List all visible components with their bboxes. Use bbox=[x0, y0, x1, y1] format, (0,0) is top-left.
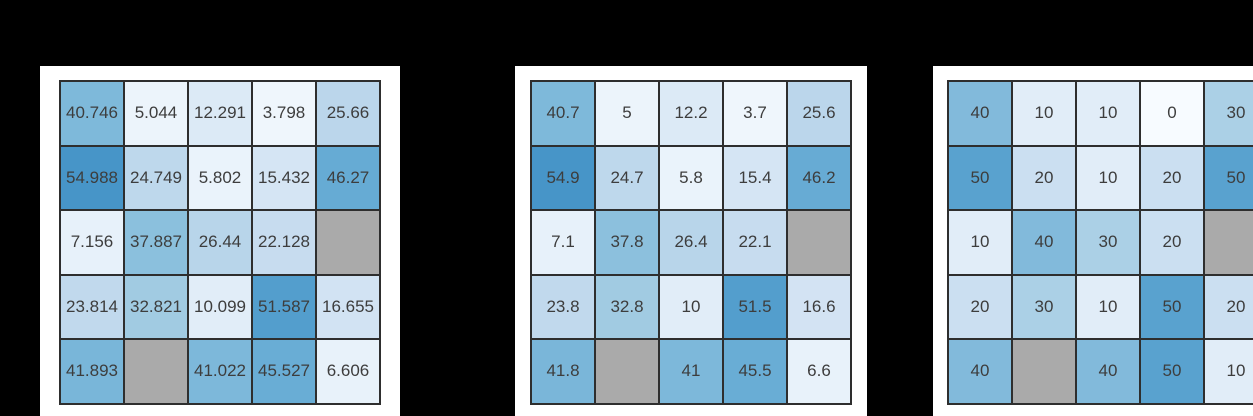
heatmap-cell: 23.8 bbox=[531, 274, 595, 339]
heatmap-cell: 7.1 bbox=[531, 210, 595, 275]
heatmap-cell: 25.66 bbox=[316, 81, 380, 146]
heatmap-cell: 10 bbox=[1076, 145, 1140, 210]
heatmap-cell: 51.5 bbox=[723, 274, 787, 339]
heatmap-cell bbox=[1204, 210, 1253, 275]
heatmap-cell: 10 bbox=[1076, 274, 1140, 339]
heatmap-cell: 20 bbox=[1204, 274, 1253, 339]
heatmap-cell: 40.7 bbox=[531, 81, 595, 146]
heatmap-cell: 40 bbox=[1076, 339, 1140, 404]
heatmap-cell: 5.8 bbox=[659, 145, 723, 210]
heatmap-panel-one-decimal: 40.7 5 12.2 3.7 25.6 54.9 24.7 5.8 15.4 46.2 7.1 37… bbox=[515, 66, 867, 416]
heatmap-cell: 54.988 bbox=[60, 145, 124, 210]
heatmap-cell: 30 bbox=[1204, 81, 1253, 146]
heatmap-cell: 10 bbox=[948, 210, 1012, 275]
heatmap-cell: 15.432 bbox=[252, 145, 316, 210]
heatmap-cell: 40.746 bbox=[60, 81, 124, 146]
heatmap-cell: 10 bbox=[659, 274, 723, 339]
heatmap-cell bbox=[595, 339, 659, 404]
heatmap-cell: 54.9 bbox=[531, 145, 595, 210]
heatmap-grid-rounded-tens: 40 10 10 0 30 50 20 10 20 50 10 40 30 20 20 30 10 50 20 40 4… bbox=[947, 80, 1253, 405]
heatmap-cell: 46.2 bbox=[787, 145, 851, 210]
heatmap-cell: 20 bbox=[1012, 145, 1076, 210]
heatmap-panel-rounded-tens: 40 10 10 0 30 50 20 10 20 50 10 40 30 20 20 30 10 50 20 40 4… bbox=[933, 66, 1253, 416]
heatmap-cell: 30 bbox=[1076, 210, 1140, 275]
heatmap-cell: 26.44 bbox=[188, 210, 252, 275]
heatmap-cell: 26.4 bbox=[659, 210, 723, 275]
heatmap-cell: 50 bbox=[948, 145, 1012, 210]
heatmap-cell: 20 bbox=[948, 274, 1012, 339]
heatmap-cell: 12.2 bbox=[659, 81, 723, 146]
heatmap-cell: 5 bbox=[595, 81, 659, 146]
heatmap-cell: 45.527 bbox=[252, 339, 316, 404]
heatmap-cell: 40 bbox=[1012, 210, 1076, 275]
heatmap-cell: 5.044 bbox=[124, 81, 188, 146]
heatmap-cell: 16.655 bbox=[316, 274, 380, 339]
heatmap-cell: 24.749 bbox=[124, 145, 188, 210]
heatmap-cell: 16.6 bbox=[787, 274, 851, 339]
heatmap-cell: 3.7 bbox=[723, 81, 787, 146]
heatmap-grid-one-decimal: 40.7 5 12.2 3.7 25.6 54.9 24.7 5.8 15.4 46.2 7.1 37… bbox=[530, 80, 852, 405]
heatmap-cell: 46.27 bbox=[316, 145, 380, 210]
heatmap-cell: 40 bbox=[948, 339, 1012, 404]
heatmap-cell: 12.291 bbox=[188, 81, 252, 146]
heatmap-cell: 24.7 bbox=[595, 145, 659, 210]
heatmap-cell: 10 bbox=[1204, 339, 1253, 404]
heatmap-cell: 41.022 bbox=[188, 339, 252, 404]
heatmap-cell bbox=[787, 210, 851, 275]
heatmap-cell: 3.798 bbox=[252, 81, 316, 146]
heatmap-cell: 10 bbox=[1076, 81, 1140, 146]
heatmap-cell bbox=[124, 339, 188, 404]
heatmap-cell: 50 bbox=[1140, 339, 1204, 404]
heatmap-cell: 45.5 bbox=[723, 339, 787, 404]
heatmap-cell: 6.606 bbox=[316, 339, 380, 404]
heatmap-cell: 37.887 bbox=[124, 210, 188, 275]
heatmap-cell: 20 bbox=[1140, 145, 1204, 210]
heatmap-cell: 7.156 bbox=[60, 210, 124, 275]
heatmap-cell: 50 bbox=[1140, 274, 1204, 339]
heatmap-cell bbox=[1012, 339, 1076, 404]
heatmap-panel-full-precision: 40.746 5.044 12.291 3.798 25.66 54.988 24.749 5… bbox=[40, 66, 400, 416]
heatmap-cell: 22.128 bbox=[252, 210, 316, 275]
heatmap-cell: 32.8 bbox=[595, 274, 659, 339]
heatmap-cell: 10.099 bbox=[188, 274, 252, 339]
heatmap-cell: 37.8 bbox=[595, 210, 659, 275]
heatmap-cell: 41.8 bbox=[531, 339, 595, 404]
heatmap-cell: 50 bbox=[1204, 145, 1253, 210]
heatmap-cell: 40 bbox=[948, 81, 1012, 146]
heatmap-cell: 41.893 bbox=[60, 339, 124, 404]
heatmap-cell: 10 bbox=[1012, 81, 1076, 146]
heatmap-cell: 5.802 bbox=[188, 145, 252, 210]
heatmap-cell: 25.6 bbox=[787, 81, 851, 146]
heatmap-cell: 15.4 bbox=[723, 145, 787, 210]
heatmap-cell: 23.814 bbox=[60, 274, 124, 339]
heatmap-cell bbox=[316, 210, 380, 275]
heatmap-cell: 22.1 bbox=[723, 210, 787, 275]
heatmap-grid-full-precision: 40.746 5.044 12.291 3.798 25.66 54.988 24.749 5… bbox=[59, 80, 381, 405]
heatmap-cell: 51.587 bbox=[252, 274, 316, 339]
heatmap-cell: 20 bbox=[1140, 210, 1204, 275]
heatmap-cell: 0 bbox=[1140, 81, 1204, 146]
heatmap-cell: 30 bbox=[1012, 274, 1076, 339]
heatmap-cell: 41 bbox=[659, 339, 723, 404]
heatmap-cell: 32.821 bbox=[124, 274, 188, 339]
heatmap-cell: 6.6 bbox=[787, 339, 851, 404]
